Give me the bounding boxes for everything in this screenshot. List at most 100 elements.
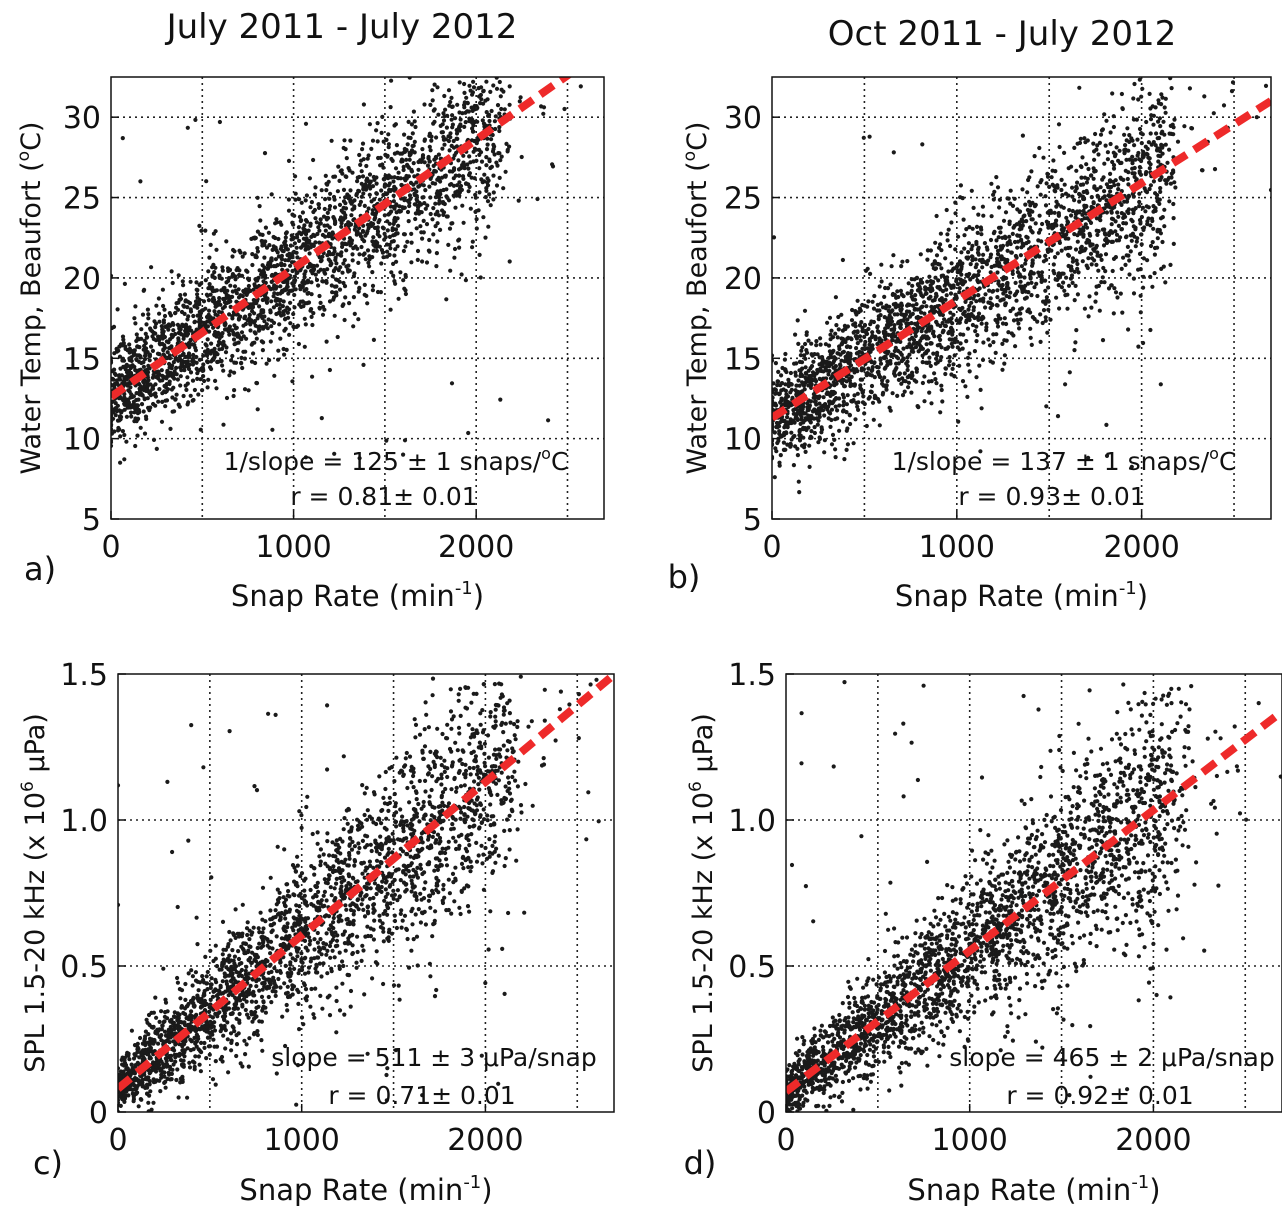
data-point [804, 330, 809, 335]
data-point [161, 303, 166, 309]
data-point [1046, 307, 1051, 312]
data-point [995, 270, 1000, 275]
x-tick-label: 1000 [255, 530, 331, 565]
data-point [206, 286, 211, 291]
data-point [1038, 312, 1043, 317]
data-point [282, 317, 288, 322]
data-point [1052, 255, 1058, 260]
data-point [1075, 239, 1080, 244]
data-point [1143, 172, 1148, 177]
data-point [1097, 216, 1102, 222]
data-point [995, 185, 1001, 190]
data-point [817, 414, 822, 419]
data-point [1077, 85, 1082, 90]
data-point [1113, 255, 1118, 260]
data-point [1158, 231, 1163, 236]
data-point [389, 209, 394, 214]
data-point [263, 225, 268, 230]
data-point [822, 438, 828, 443]
data-point [157, 387, 162, 392]
data-point [940, 312, 946, 318]
data-point [174, 305, 179, 310]
data-point [124, 400, 129, 405]
data-point [857, 334, 863, 339]
data-point [377, 197, 382, 202]
data-point [325, 215, 330, 220]
data-point [298, 287, 303, 292]
data-point [280, 248, 285, 253]
data-point [330, 230, 335, 235]
data-point [1126, 327, 1131, 332]
data-point [268, 308, 273, 313]
data-point [217, 296, 222, 301]
data-point [371, 248, 376, 253]
data-point [1085, 265, 1090, 271]
data-point [367, 183, 372, 188]
data-point [868, 271, 873, 276]
data-point [845, 344, 850, 349]
data-point [409, 240, 414, 245]
data-point [955, 270, 960, 275]
data-point [436, 152, 441, 157]
data-point [454, 150, 459, 155]
data-point [135, 433, 140, 438]
data-point [833, 417, 838, 422]
data-point [1078, 231, 1084, 236]
data-point [146, 316, 151, 321]
data-point [516, 198, 521, 203]
data-point [887, 304, 892, 309]
data-point [365, 156, 370, 161]
data-point [1098, 185, 1103, 190]
data-point [1105, 157, 1110, 162]
data-point [1112, 205, 1117, 210]
data-point [273, 257, 278, 262]
data-point [412, 191, 417, 196]
data-point [974, 339, 979, 344]
data-point [451, 167, 457, 173]
data-point [986, 258, 991, 263]
data-point [183, 383, 188, 388]
data-point [366, 206, 371, 211]
data-point [505, 149, 510, 154]
data-point [848, 381, 853, 386]
data-point [802, 308, 808, 313]
data-point [111, 324, 117, 329]
data-point [502, 107, 507, 112]
data-point [385, 249, 390, 254]
data-point [171, 360, 176, 365]
data-point [491, 173, 496, 178]
data-point [939, 266, 944, 271]
data-point [271, 244, 276, 249]
data-point [399, 159, 404, 164]
data-point [430, 181, 435, 186]
data-point [220, 331, 225, 336]
data-point [1056, 211, 1061, 216]
data-point [436, 112, 441, 117]
data-point [357, 285, 362, 290]
data-point [212, 346, 217, 351]
data-point [964, 227, 969, 232]
data-point [360, 147, 365, 152]
data-point [1069, 213, 1074, 218]
data-point [900, 259, 905, 264]
data-point [1162, 132, 1167, 137]
data-point [240, 294, 245, 299]
data-point [1119, 91, 1124, 97]
data-point [311, 268, 316, 273]
data-point [1104, 210, 1109, 215]
data-point [1074, 184, 1079, 189]
data-point [972, 293, 977, 298]
data-point [195, 376, 200, 381]
data-point [1051, 262, 1056, 267]
data-point [946, 331, 951, 336]
data-point [973, 329, 978, 334]
data-point [876, 317, 881, 322]
data-point [348, 197, 353, 202]
data-point [885, 325, 891, 330]
data-point [239, 355, 244, 360]
data-point [1155, 199, 1160, 204]
data-point [1131, 96, 1136, 101]
data-point [1039, 270, 1045, 275]
data-point [988, 296, 993, 301]
data-point [139, 327, 144, 332]
